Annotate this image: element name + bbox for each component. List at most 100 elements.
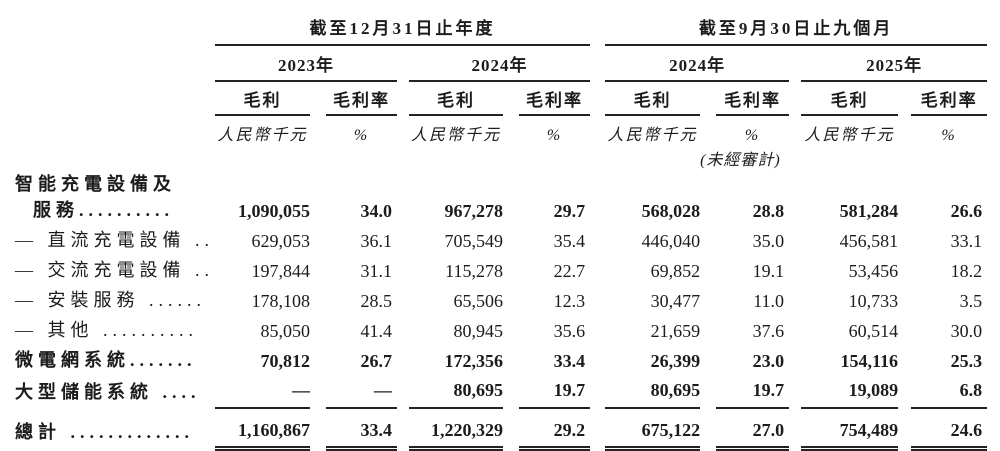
column-gap — [898, 376, 911, 408]
column-gap — [590, 256, 605, 286]
cell-value: — — [326, 376, 397, 409]
table-row: 總計 ............. 1,160,867 33.4 1,220,329 29… — [0, 408, 1000, 451]
row-label: 微電網系統....... — [15, 350, 197, 370]
column-gap — [590, 226, 605, 256]
table-row: 大型儲能系統 .... — — 80,695 19.7 80,695 19.7 19,089 6… — [0, 376, 1000, 409]
unit-percent: % — [546, 127, 563, 144]
cell-value: 446,040 — [641, 231, 701, 251]
column-gap — [789, 286, 801, 316]
column-gap — [700, 316, 716, 346]
column-gap — [397, 45, 409, 81]
column-gap — [987, 286, 1000, 316]
column-gap — [503, 286, 519, 316]
cell-value: 80,695 — [409, 376, 503, 409]
right-margin — [987, 0, 1000, 45]
column-gap — [310, 286, 326, 316]
column-gap — [590, 286, 605, 316]
period-group-nine-months: 截至9月30日止九個月 — [605, 0, 988, 46]
cell-value: 568,028 — [641, 201, 701, 221]
column-gap — [700, 408, 716, 448]
cell-value: 10,733 — [848, 291, 899, 311]
unit-rmb-thousand: 人民幣千元 — [410, 127, 501, 144]
column-gap — [898, 316, 911, 346]
cell-value: 1,160,867 — [215, 408, 310, 451]
column-gap — [898, 256, 911, 286]
cell-value: 19,089 — [801, 376, 899, 409]
column-gap — [310, 408, 326, 448]
column-gap — [987, 408, 1000, 448]
cell-value: 19.1 — [752, 261, 785, 281]
cell-value: 29.7 — [553, 201, 586, 221]
period-group-row: 截至12月31日止年度 截至9月30日止九個月 — [0, 0, 1000, 46]
cell-value: 30,477 — [650, 291, 701, 311]
unit-rmb-thousand: 人民幣千元 — [217, 127, 308, 144]
cell-value: 178,108 — [251, 291, 311, 311]
cell-value: 34.0 — [360, 201, 393, 221]
cell-value: 25.3 — [950, 351, 983, 371]
cell-value: 12.3 — [553, 291, 586, 311]
column-gap — [590, 346, 605, 376]
cell-value: 22.7 — [553, 261, 586, 281]
column-gap — [310, 196, 326, 226]
column-gap — [503, 316, 519, 346]
cell-value: 80,945 — [453, 321, 504, 341]
header-year-2024-9m: 2024年 — [605, 45, 790, 82]
cell-value: 3.5 — [959, 291, 983, 311]
cell-value: 36.1 — [360, 231, 393, 251]
cell-value: 53,456 — [848, 261, 899, 281]
column-gap — [503, 346, 519, 376]
column-gap — [789, 408, 801, 448]
cell-value: 65,506 — [453, 291, 504, 311]
column-gap — [397, 376, 409, 408]
cell-value: 154,116 — [840, 351, 899, 371]
cell-value: 80,695 — [605, 376, 701, 409]
column-gap — [397, 256, 409, 286]
column-gap — [310, 256, 326, 286]
column-gap — [789, 376, 801, 408]
unit-percent: % — [744, 127, 761, 144]
cell-value: 85,050 — [260, 321, 311, 341]
cell-value: 115,278 — [445, 261, 503, 281]
column-gap — [700, 256, 716, 286]
year-row: 2023年 2024年 2024年 2025年 — [0, 45, 1000, 82]
column-gap — [397, 196, 409, 226]
row-label: 智能充電設備及 — [15, 174, 176, 194]
cell-value: 35.6 — [553, 321, 586, 341]
cell-value: — — [215, 376, 310, 409]
row-label: — 直流充電設備 .. — [15, 230, 214, 250]
table-row: 智能充電設備及 — [0, 170, 1000, 196]
cell-value: 41.4 — [360, 321, 393, 341]
cell-value: 26,399 — [650, 351, 701, 371]
column-gap — [987, 316, 1000, 346]
cell-value: 19.7 — [519, 376, 591, 409]
table-row: — 直流充電設備 .. 629,053 36.1 705,549 35.4 446,040… — [0, 226, 1000, 256]
column-gap — [503, 196, 519, 226]
row-label: — 交流充電設備 .. — [15, 260, 214, 280]
cell-value: 33.4 — [326, 408, 397, 451]
column-gap — [310, 376, 326, 408]
empty-cells — [215, 170, 1000, 196]
unaudited-note: (未經審計) — [700, 152, 781, 169]
cell-value: 35.4 — [553, 231, 586, 251]
column-gap — [987, 196, 1000, 226]
column-gap — [310, 316, 326, 346]
cell-value: 35.0 — [752, 231, 785, 251]
column-gap — [590, 45, 605, 81]
column-gap — [700, 226, 716, 256]
table-row: — 其他 .......... 85,050 41.4 80,945 35.6 21,65… — [0, 316, 1000, 346]
row-label: — 安裝服務 ...... — [15, 290, 206, 310]
row-label: 服務.......... — [33, 200, 174, 220]
row-label: — 其他 .......... — [15, 320, 198, 340]
cell-value: 1,220,329 — [409, 408, 503, 451]
cell-value: 26.7 — [360, 351, 393, 371]
column-gap — [590, 0, 605, 45]
column-gap — [898, 346, 911, 376]
column-gap — [898, 286, 911, 316]
row-label: 總計 ............. — [15, 422, 194, 442]
column-gap — [700, 376, 716, 408]
label-column-header — [0, 0, 215, 45]
table-header: 截至12月31日止年度 截至9月30日止九個月 2023年 2024年 2024… — [0, 0, 1000, 170]
header-year-2024: 2024年 — [409, 45, 591, 82]
column-gap — [590, 408, 605, 448]
column-gap — [700, 196, 716, 226]
